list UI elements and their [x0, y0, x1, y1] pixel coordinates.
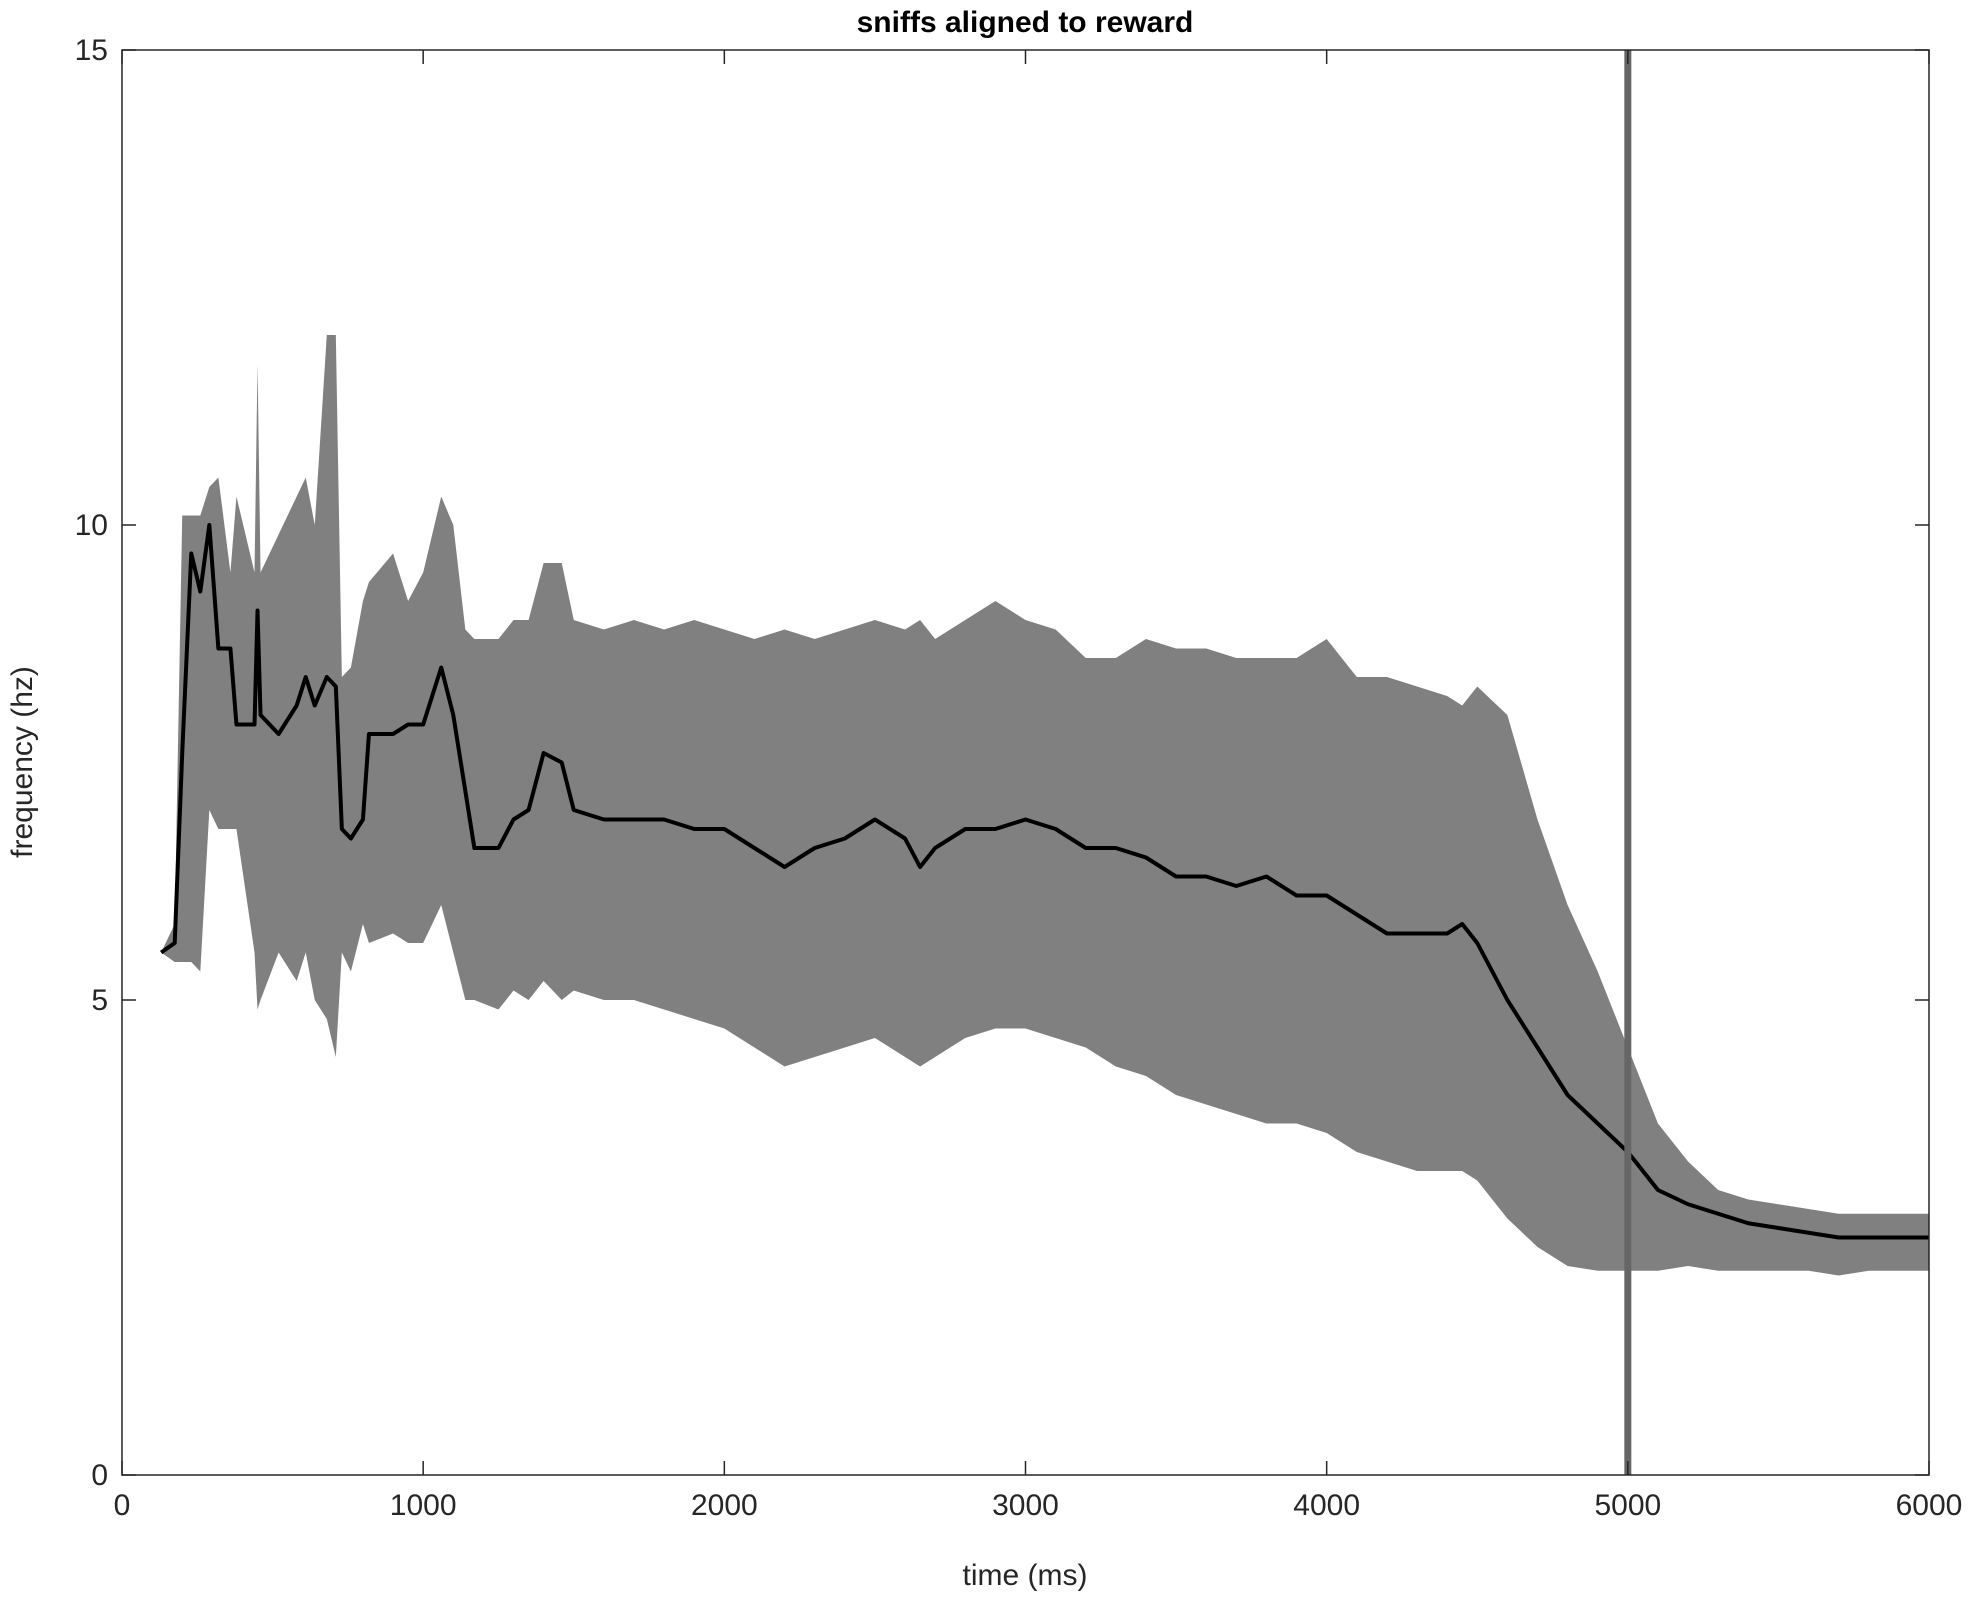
- y-tick-label: 5: [91, 984, 108, 1017]
- y-tick-label: 15: [75, 34, 108, 67]
- x-axis-label: time (ms): [963, 1559, 1088, 1592]
- x-tick-label: 2000: [691, 1489, 758, 1522]
- y-axis-label: frequency (hz): [6, 666, 39, 858]
- x-tick-label: 5000: [1594, 1489, 1661, 1522]
- x-tick-label: 0: [114, 1489, 131, 1522]
- mean-line: [160, 523, 1929, 1240]
- error-band: [161, 335, 1930, 1276]
- y-tick-label: 10: [75, 509, 108, 542]
- y-tick-label: 0: [91, 1459, 108, 1492]
- x-tick-label: 1000: [390, 1489, 457, 1522]
- chart-title: sniffs aligned to reward: [857, 6, 1194, 39]
- x-tick-label: 6000: [1896, 1489, 1963, 1522]
- x-tick-label: 3000: [992, 1489, 1059, 1522]
- x-tick-label: 4000: [1293, 1489, 1360, 1522]
